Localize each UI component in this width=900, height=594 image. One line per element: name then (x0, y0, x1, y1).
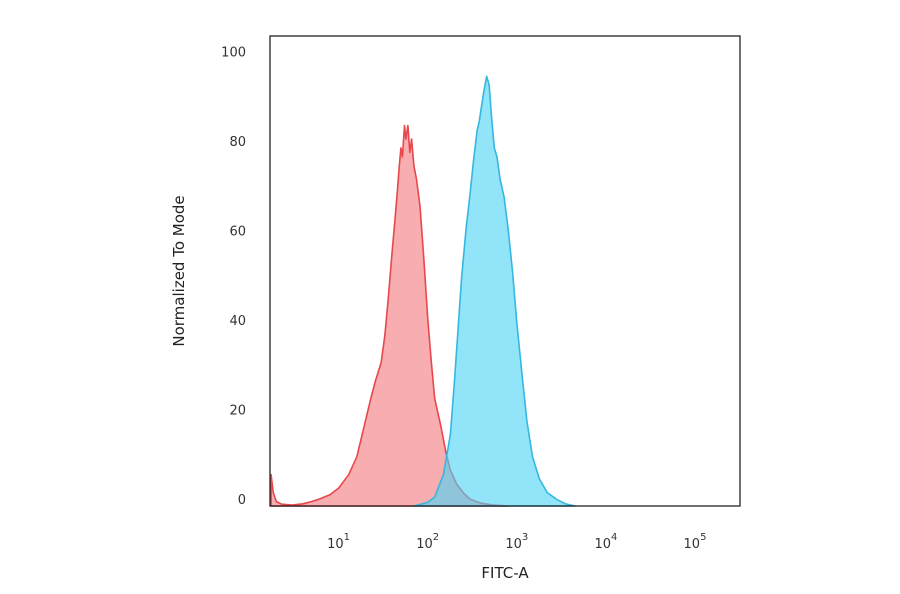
x-axis-ticks: 101 102 103 104 105 (327, 532, 706, 552)
x-tick-label: 103 (505, 532, 528, 552)
y-axis-ticks: 0 20 40 60 80 100 (221, 45, 246, 508)
x-axis-title: FITC-A (481, 564, 529, 582)
plot-area-frame (269, 35, 741, 507)
y-tick-label: 40 (229, 314, 246, 329)
y-tick-label: 0 (238, 493, 246, 508)
y-axis-title: Normalized To Mode (170, 195, 188, 346)
y-tick-label: 100 (221, 45, 246, 60)
x-tick-label: 102 (416, 532, 439, 552)
x-tick-label: 104 (594, 532, 617, 552)
y-tick-label: 80 (229, 135, 246, 150)
y-tick-label: 20 (229, 404, 246, 419)
histogram-series-group (270, 75, 576, 507)
y-tick-label: 60 (229, 224, 246, 239)
histogram-series-2 (413, 75, 576, 507)
x-tick-label: 105 (684, 532, 707, 552)
x-tick-label: 101 (327, 532, 350, 552)
